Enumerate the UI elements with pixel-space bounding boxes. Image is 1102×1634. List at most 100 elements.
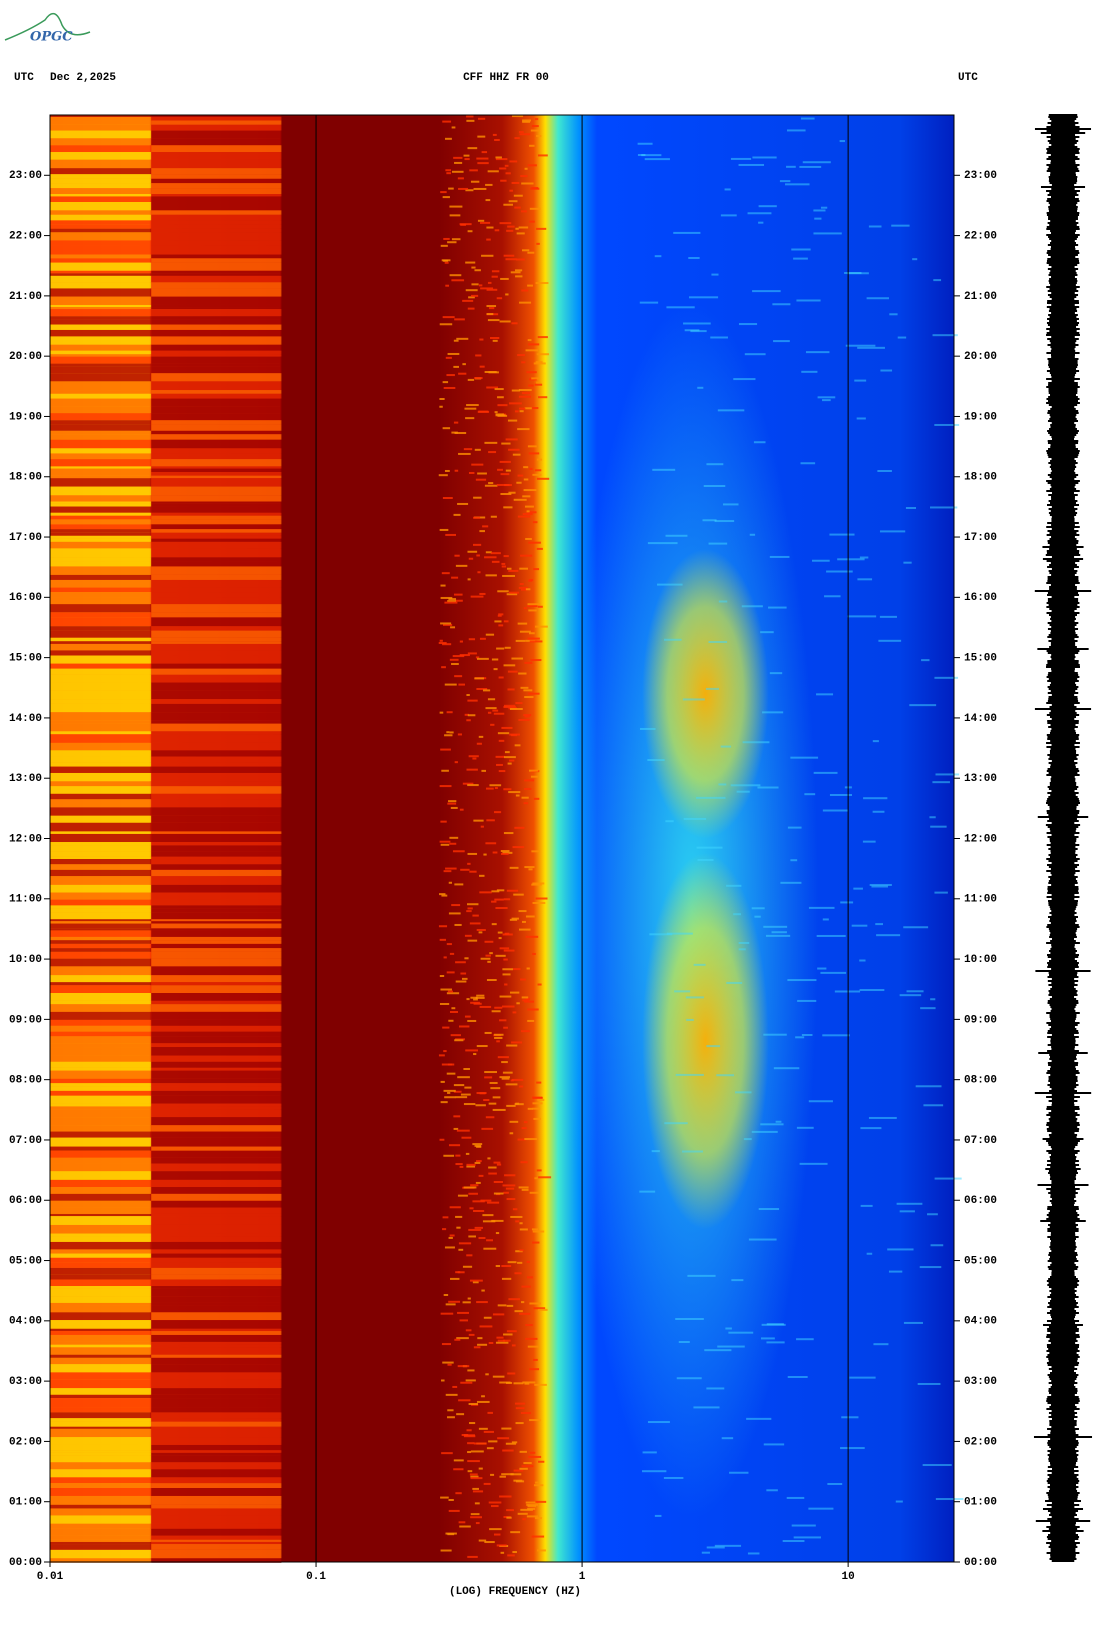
speckle (517, 428, 530, 431)
speckle (446, 731, 450, 734)
stripe (50, 529, 152, 533)
stripe (50, 1047, 152, 1056)
streak (804, 793, 816, 796)
spectrogram (50, 115, 964, 1563)
speckle (523, 607, 527, 610)
streak (903, 926, 929, 929)
speckle (441, 1343, 452, 1346)
streak (738, 941, 750, 944)
stripe (50, 448, 152, 454)
speckle (485, 199, 491, 202)
streak (682, 698, 705, 701)
stripe (50, 1418, 152, 1422)
streak (851, 924, 868, 927)
speckle (505, 1187, 515, 1190)
stripe (50, 1117, 152, 1126)
speckle (533, 1358, 538, 1361)
speckle (484, 1076, 493, 1079)
stripe (151, 807, 282, 816)
stripe (50, 1257, 152, 1263)
stripe (151, 1302, 282, 1306)
stripe (151, 1305, 282, 1313)
stripe (151, 273, 282, 276)
speckle (468, 638, 476, 641)
stripe (151, 966, 282, 976)
streak (682, 1150, 703, 1153)
speckle (449, 214, 461, 217)
streak (720, 214, 737, 217)
speckle (522, 1518, 526, 1521)
speckle (487, 711, 492, 714)
speckle (519, 567, 529, 570)
speckle (517, 1138, 526, 1141)
speckle (451, 663, 459, 666)
stripe (50, 1241, 152, 1250)
speckle (497, 396, 504, 399)
streak (822, 1034, 850, 1037)
stripe (151, 1083, 282, 1087)
speckle (486, 226, 494, 229)
streak (917, 1382, 941, 1385)
speckle (513, 1469, 524, 1472)
stripe (50, 296, 152, 305)
speckle (450, 806, 458, 809)
speckle (511, 1078, 524, 1081)
streak (872, 810, 885, 813)
speckle (474, 448, 481, 451)
speckle (492, 709, 499, 712)
speckle (491, 900, 497, 903)
speckle (455, 1215, 463, 1218)
streak (857, 346, 885, 349)
speckle (536, 381, 541, 384)
speckle (464, 1015, 471, 1018)
stripe (50, 940, 152, 944)
stripe (50, 273, 152, 276)
y-tick-label-right: 00:00 (964, 1557, 997, 1569)
streak (934, 676, 959, 679)
speckle (439, 405, 443, 408)
stripe (151, 393, 282, 399)
streak (895, 1500, 903, 1503)
speckle (456, 1413, 465, 1416)
streak (847, 615, 877, 618)
stripe (151, 1379, 282, 1389)
stripe (151, 201, 282, 211)
stripe (151, 152, 282, 160)
speckle (522, 120, 531, 123)
stripe (151, 561, 282, 567)
speckle (467, 852, 478, 855)
stripe (50, 1000, 152, 1005)
streak (845, 344, 876, 347)
speckle (497, 468, 503, 471)
speckle (451, 126, 456, 129)
speckle (498, 770, 506, 773)
stripe (151, 1504, 282, 1509)
streak (786, 129, 806, 132)
y-tick-label: 02:00 (9, 1436, 42, 1448)
y-tick-label: 11:00 (9, 894, 42, 906)
speckle (491, 270, 500, 273)
speckle (472, 1490, 484, 1493)
speckle (440, 988, 452, 991)
stripe (151, 985, 282, 994)
speckle (523, 466, 529, 469)
speckle (514, 1103, 524, 1106)
y-tick-label: 10:00 (9, 954, 42, 966)
speckle (485, 842, 497, 845)
speckle (496, 297, 503, 300)
speckle (512, 453, 521, 456)
streak (817, 967, 827, 970)
streak (796, 1126, 814, 1129)
streak (859, 959, 866, 962)
speckle (509, 402, 522, 405)
stripe (50, 344, 152, 351)
speckle (466, 719, 471, 722)
streak (761, 1323, 786, 1326)
speckle (450, 1277, 460, 1280)
speckle (440, 820, 447, 823)
speckle (465, 189, 474, 192)
stripe (50, 1286, 152, 1289)
stripe (151, 1224, 282, 1234)
speckle (449, 1206, 461, 1209)
speckle (509, 918, 518, 921)
